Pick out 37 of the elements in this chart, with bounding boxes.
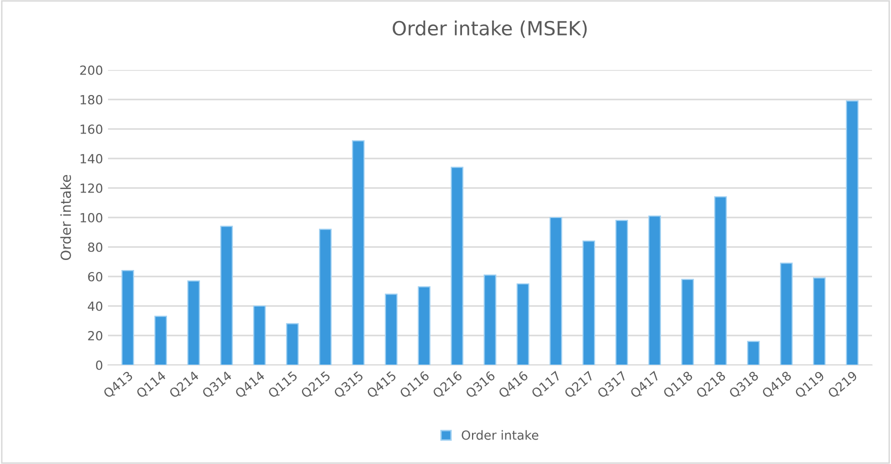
y-tick-label: 180 — [80, 94, 102, 104]
y-tick-label: 120 — [80, 183, 102, 193]
bar — [220, 226, 233, 365]
bar — [550, 216, 562, 365]
y-tick-label: 160 — [80, 124, 102, 134]
y-tick-label: 60 — [88, 272, 102, 282]
bar — [384, 294, 398, 365]
bar — [187, 280, 200, 365]
bar — [516, 283, 530, 365]
y-tick-label: 20 — [88, 330, 102, 340]
y-tick-label: 0 — [96, 360, 102, 370]
bar — [846, 100, 859, 365]
y-axis-title: Order intake — [60, 174, 72, 260]
bar — [812, 277, 826, 365]
y-tick-label: 200 — [80, 65, 102, 75]
bar — [484, 274, 496, 365]
bar — [714, 196, 727, 365]
bar — [121, 270, 134, 365]
chart-title: Order intake (MSEK) — [392, 20, 587, 38]
bar — [319, 228, 332, 365]
bar — [780, 262, 793, 365]
y-tick-label: 80 — [88, 242, 102, 252]
bar — [747, 340, 760, 365]
y-tick-label: 100 — [80, 212, 102, 222]
bar — [582, 240, 596, 365]
bar — [253, 305, 266, 365]
bar — [648, 215, 661, 365]
y-tick-label: 140 — [80, 154, 102, 164]
y-tick-label: 40 — [88, 301, 102, 311]
bar — [615, 220, 628, 365]
bar — [450, 166, 464, 365]
bar — [286, 323, 299, 365]
bar — [418, 286, 430, 365]
bar — [154, 316, 168, 365]
bar — [681, 278, 694, 365]
legend-label: Order intake — [462, 430, 538, 440]
bar — [352, 140, 365, 365]
